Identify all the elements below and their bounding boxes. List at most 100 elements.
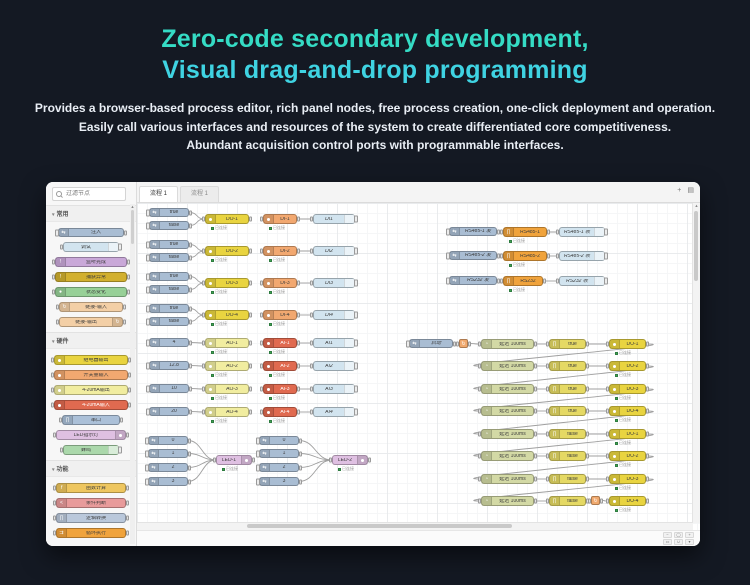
hscroll-thumb[interactable] xyxy=(247,524,512,528)
palette-node-switchn[interactable]: < 条件判断 xyxy=(56,498,126,508)
palette-scroll-thumb[interactable] xyxy=(131,210,134,244)
flow-node-a3f[interactable]: ⇆ false xyxy=(149,285,189,294)
palette-node-led[interactable]: LED指示灯 xyxy=(56,430,126,440)
flow-node-elk2[interactable]: ↻ xyxy=(591,496,600,505)
ctrl-button-0-2[interactable]: + xyxy=(685,532,694,538)
flow-node-edo2[interactable]: DO-3 xyxy=(609,384,646,394)
flow-node-edo6[interactable]: DO-3 xyxy=(609,474,646,484)
flow-node-edo7[interactable]: DO-4 xyxy=(609,496,646,506)
flow-node-c12[interactable]: ⇆ 2 xyxy=(148,463,188,472)
flow-node-di4[interactable]: DI-4 xyxy=(263,310,297,320)
flow-node-ai2[interactable]: AI-2 xyxy=(263,361,297,371)
flow-node-a2f[interactable]: ⇆ false xyxy=(149,253,189,262)
flow-node-dly6[interactable]: ◔ 延迟 100ms xyxy=(481,474,534,484)
flow-node-chg0[interactable]: ∏ true xyxy=(549,339,586,349)
search-input[interactable] xyxy=(64,190,122,198)
flow-node-ddi2[interactable]: DI2 xyxy=(313,246,355,256)
palette-node-func[interactable]: f 函数计算 xyxy=(56,483,126,493)
palette-node-rangen[interactable]: ⇉ 循环执行 xyxy=(56,528,126,538)
flow-list-icon[interactable]: ▤ xyxy=(687,187,694,194)
flow-node-chg6[interactable]: ∏ false xyxy=(549,474,586,484)
flow-node-ser1[interactable]: ∏ RS485-1 xyxy=(503,227,547,237)
flow-node-ddi3[interactable]: DI3 xyxy=(313,278,355,288)
palette-node-complete[interactable]: ! 监听完成 xyxy=(55,257,127,267)
flow-node-chg7[interactable]: ∏ false xyxy=(549,496,586,506)
scroll-up-icon[interactable]: ▲ xyxy=(694,203,699,208)
flow-node-c21[interactable]: ⇆ 1 xyxy=(259,449,299,458)
flow-node-dai1[interactable]: AI1 xyxy=(313,338,355,348)
ctrl-button-1-2[interactable]: ▾ xyxy=(685,539,694,545)
vscroll-thumb[interactable] xyxy=(694,211,698,281)
flow-node-b1[interactable]: ⇆ 4 xyxy=(149,338,189,347)
flow-node-c13[interactable]: ⇆ 3 xyxy=(148,477,188,486)
flow-node-b3[interactable]: ⇆ 10 xyxy=(149,384,189,393)
palette-category-常用[interactable]: ▾ 常用 xyxy=(46,205,136,222)
flow-node-edo4[interactable]: DO-1 xyxy=(609,429,646,439)
flow-node-do4[interactable]: DO-4 xyxy=(205,310,249,320)
palette-search[interactable] xyxy=(52,187,126,201)
palette-node-linkio2[interactable]: 链接-输出 ↻ xyxy=(59,317,123,327)
flow-node-dly4[interactable]: ◔ 延迟 100ms xyxy=(481,429,534,439)
flow-node-di2[interactable]: DI-2 xyxy=(263,246,297,256)
flow-node-do1[interactable]: DO-1 xyxy=(205,214,249,224)
add-flow-icon[interactable]: + xyxy=(677,187,682,194)
flow-node-a2t[interactable]: ⇆ true xyxy=(149,240,189,249)
flow-node-c10[interactable]: ⇆ 0 xyxy=(148,436,188,445)
flow-node-di1[interactable]: DI-1 xyxy=(263,214,297,224)
flow-node-ai3[interactable]: AI-3 xyxy=(263,384,297,394)
palette-scrollbar[interactable]: ▲ xyxy=(130,204,135,544)
flow-node-dbg2[interactable]: RS485-2 收 xyxy=(559,251,605,261)
flow-node-b2[interactable]: ⇆ 12.8 xyxy=(149,361,189,370)
flow-node-dai3[interactable]: AI3 xyxy=(313,384,355,394)
palette-node-di[interactable]: 开关量输入 xyxy=(54,370,128,380)
flow-node-a4f[interactable]: ⇆ false xyxy=(149,317,189,326)
flow-node-a1t[interactable]: ⇆ true xyxy=(149,208,189,217)
flow-canvas[interactable]: ⇆ true ⇆ false DO-1 已连接 DI-1 已连接 DI1 ⇆ true ⇆ false D… xyxy=(137,203,700,530)
flow-node-ser2[interactable]: ∏ RS485-2 xyxy=(503,251,547,261)
ctrl-button-0-1[interactable]: ◯ xyxy=(674,532,683,538)
palette-node-debug[interactable]: 调试 xyxy=(63,242,119,252)
palette-category-硬件[interactable]: ▾ 硬件 xyxy=(46,332,136,349)
flow-node-c11[interactable]: ⇆ 1 xyxy=(148,449,188,458)
flow-node-c20[interactable]: ⇆ 0 xyxy=(259,436,299,445)
palette-node-inject[interactable]: ⇆ 注入 xyxy=(58,228,124,237)
flow-node-ddi1[interactable]: DI1 xyxy=(313,214,355,224)
flow-node-chg1[interactable]: ∏ true xyxy=(549,361,586,371)
horizontal-scrollbar[interactable] xyxy=(137,522,693,530)
flow-node-ai1[interactable]: AI-1 xyxy=(263,338,297,348)
flow-node-do2[interactable]: DO-2 xyxy=(205,246,249,256)
ctrl-button-1-0[interactable]: ▭ xyxy=(663,539,672,545)
flow-node-ao3[interactable]: AO-3 xyxy=(205,384,249,394)
flow-node-dbg1[interactable]: RS485-1 收 xyxy=(559,227,605,237)
flow-node-chg4[interactable]: ∏ false xyxy=(549,429,586,439)
flow-node-dly5[interactable]: ◔ 延迟 100ms xyxy=(481,451,534,461)
flow-node-c23[interactable]: ⇆ 3 xyxy=(259,477,299,486)
palette-node-do[interactable]: 继电器输出 xyxy=(54,355,128,365)
ctrl-button-0-0[interactable]: − xyxy=(663,532,672,538)
flow-node-chg2[interactable]: ∏ true xyxy=(549,384,586,394)
flow-node-ao1[interactable]: AO-1 xyxy=(205,338,249,348)
flow-node-ao4[interactable]: AO-4 xyxy=(205,407,249,417)
flow-node-edo0[interactable]: DO-1 xyxy=(609,339,646,349)
flow-node-din3[interactable]: ⇆ RS232 发 xyxy=(449,276,497,285)
flow-node-di3[interactable]: DI-3 xyxy=(263,278,297,288)
flow-node-dly3[interactable]: ◔ 延迟 100ms xyxy=(481,406,534,416)
flow-node-led1[interactable]: LED-1 xyxy=(216,455,252,465)
palette-node-changen[interactable]: ∏ 逻辑转换 xyxy=(56,513,126,523)
flow-node-a1f[interactable]: ⇆ false xyxy=(149,221,189,230)
flow-node-edo3[interactable]: DO-4 xyxy=(609,406,646,416)
flow-node-dly1[interactable]: ◔ 延迟 100ms xyxy=(481,361,534,371)
flow-node-estart[interactable]: ⇆ 启动 xyxy=(409,339,453,348)
flow-node-dai2[interactable]: AI2 xyxy=(313,361,355,371)
vertical-scrollbar[interactable]: ▲ xyxy=(692,203,700,523)
flow-node-led2[interactable]: LED-2 xyxy=(332,455,368,465)
tab-flow-2[interactable]: 流程 1 xyxy=(180,186,220,202)
flow-node-dly0[interactable]: ◔ 延迟 100ms xyxy=(481,339,534,349)
flow-node-edo5[interactable]: DO-2 xyxy=(609,451,646,461)
flow-node-din1[interactable]: ⇆ RS485-1 发 xyxy=(449,227,497,236)
palette-node-buzzer[interactable]: 蜂鸣 xyxy=(63,445,119,455)
palette-node-ai[interactable]: 4-20mA输入 xyxy=(54,400,128,410)
palette-node-statusn[interactable]: ● 状态变化 xyxy=(55,287,127,297)
flow-node-edo1[interactable]: DO-2 xyxy=(609,361,646,371)
palette-node-ao[interactable]: 4-20mA输出 xyxy=(54,385,128,395)
